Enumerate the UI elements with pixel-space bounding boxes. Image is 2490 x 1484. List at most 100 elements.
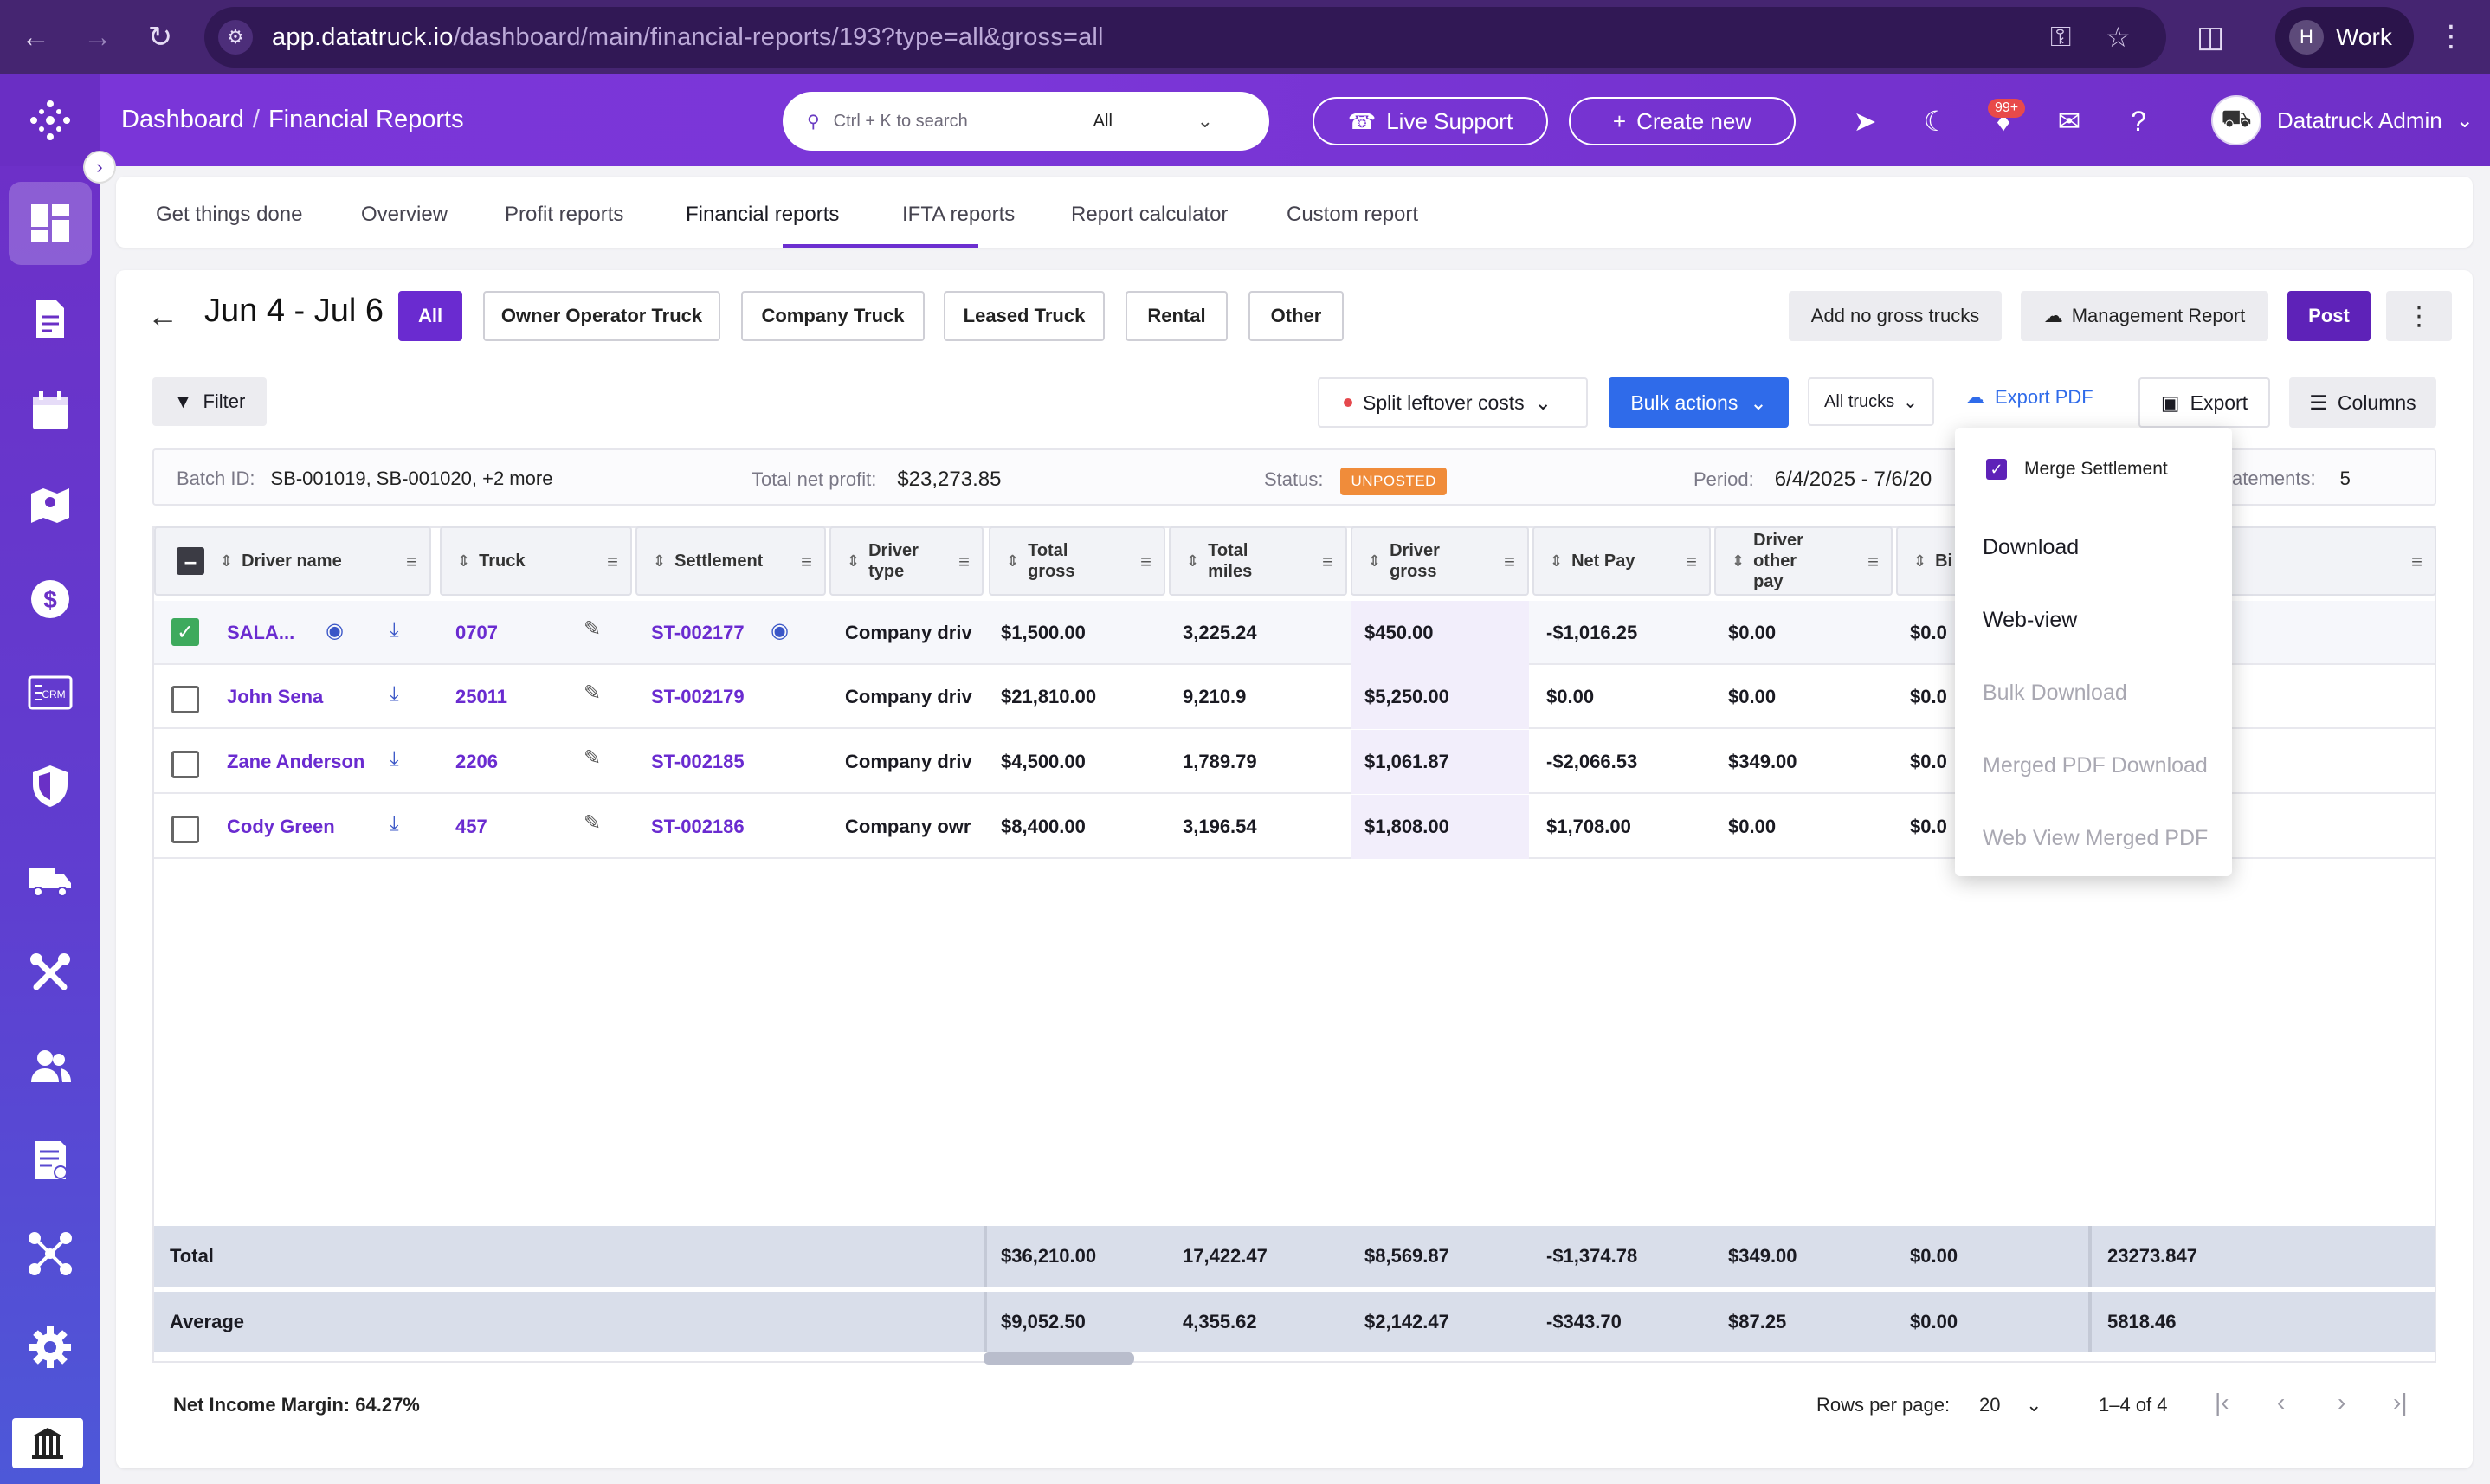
sidebar-item-billing[interactable]: $ (9, 558, 92, 641)
sidebar-item-crm[interactable]: CRM (9, 651, 92, 734)
messages-icon[interactable]: ✉ (2057, 106, 2081, 137)
column-header-total-gross[interactable]: ⇕ Total gross ≡ (989, 526, 1165, 596)
row-checkbox[interactable] (171, 816, 199, 843)
edit-pencil-icon[interactable]: ✎ (584, 617, 602, 641)
sidebar-item-safety[interactable] (9, 745, 92, 828)
table-row[interactable]: John Sena ⤓ 25011 ✎ ST-002179 Company dr… (154, 665, 2435, 729)
sort-icon[interactable]: ⇕ (220, 552, 234, 570)
address-bar[interactable]: ⚙ app.datatruck.io/dashboard/main/financ… (204, 7, 2166, 68)
chevron-down-icon[interactable]: ⌄ (1197, 110, 1214, 132)
last-page-icon[interactable]: ›| (2393, 1389, 2408, 1416)
filter-rental[interactable]: Rental (1126, 291, 1228, 341)
column-filter-icon[interactable]: ≡ (607, 551, 618, 572)
truck-link[interactable]: 0707 (455, 622, 498, 643)
back-arrow-icon[interactable]: ← (147, 298, 178, 333)
tab-ifta-reports[interactable]: IFTA reports (902, 203, 1016, 226)
column-filter-icon[interactable]: ≡ (406, 551, 417, 572)
edit-pencil-icon[interactable]: ✎ (584, 681, 602, 705)
post-button[interactable]: Post (2287, 291, 2371, 341)
export-button[interactable]: ▣ Export (2138, 377, 2270, 428)
driver-name-link[interactable]: Zane Anderson (227, 751, 365, 772)
global-search[interactable]: ⚲ Ctrl + K to search All ⌄ (783, 92, 1269, 151)
column-filter-icon[interactable]: ≡ (1686, 551, 1697, 572)
sort-icon[interactable]: ⇕ (1368, 552, 1382, 570)
sort-icon[interactable]: ⇕ (653, 552, 667, 570)
live-support-button[interactable]: ☎ Live Support (1313, 97, 1548, 145)
column-filter-icon[interactable]: ≡ (1140, 551, 1151, 572)
filter-other[interactable]: Other (1248, 291, 1344, 341)
more-options-icon[interactable]: ⋮ (2386, 291, 2452, 341)
back-icon[interactable]: ← (21, 20, 50, 54)
export-pdf-button[interactable]: ☁ Export PDF (1965, 386, 2093, 409)
sidebar-item-map[interactable] (9, 464, 92, 547)
tab-overview[interactable]: Overview (361, 203, 448, 226)
previous-page-icon[interactable]: ‹ (2277, 1389, 2286, 1416)
sidebar-item-trucks[interactable] (9, 838, 92, 921)
first-page-icon[interactable]: |‹ (2215, 1389, 2229, 1416)
chevron-down-icon[interactable]: ⌄ (2026, 1394, 2042, 1416)
download-icon[interactable]: ⤓ (390, 812, 399, 836)
app-logo[interactable] (0, 74, 100, 166)
column-header-driver-name[interactable]: – ⇕ Driver name ≡ (154, 526, 431, 596)
download-icon[interactable]: ⤓ (390, 682, 399, 706)
driver-name-link[interactable]: Cody Green (227, 816, 335, 837)
truck-link[interactable]: 25011 (455, 686, 507, 707)
filter-owner-operator-truck[interactable]: Owner Operator Truck (483, 291, 720, 341)
site-settings-icon[interactable]: ⚙ (218, 20, 253, 55)
company-logo[interactable] (12, 1418, 83, 1468)
table-row[interactable]: Cody Green ⤓ 457 ✎ ST-002186 Company owr… (154, 795, 2435, 859)
merge-settlement-checkbox[interactable]: ✓ (1986, 459, 2007, 480)
sidebar-item-settings[interactable] (9, 1306, 92, 1389)
column-header-driver-type[interactable]: ⇕ Driver type ≡ (829, 526, 984, 596)
add-no-gross-trucks-button[interactable]: Add no gross trucks (1789, 291, 2002, 341)
sidebar-item-users[interactable] (9, 1025, 92, 1108)
column-header-truck[interactable]: ⇕ Truck ≡ (440, 526, 632, 596)
tab-custom-report[interactable]: Custom report (1287, 203, 1419, 226)
create-new-button[interactable]: + Create new (1569, 97, 1796, 145)
truck-link[interactable]: 457 (455, 816, 487, 837)
driver-name-link[interactable]: John Sena (227, 686, 324, 707)
row-checkbox[interactable] (171, 686, 199, 713)
sort-icon[interactable]: ⇕ (457, 552, 471, 570)
sort-icon[interactable]: ⇕ (1006, 552, 1020, 570)
help-icon[interactable]: ? (2131, 105, 2146, 137)
select-all-checkbox[interactable]: – (177, 547, 204, 575)
sort-icon[interactable]: ⇕ (1186, 552, 1200, 570)
breadcrumb-dashboard[interactable]: Dashboard (121, 106, 244, 133)
sidebar-item-dashboard[interactable] (9, 182, 92, 265)
download-icon[interactable]: ⤓ (390, 747, 399, 771)
browser-profile[interactable]: H Work (2275, 7, 2414, 68)
download-icon[interactable]: ⤓ (390, 618, 399, 642)
sidebar-item-documents[interactable] (9, 277, 92, 360)
sidebar-collapse-button[interactable]: › (83, 151, 116, 184)
password-key-icon[interactable]: ⚿ (2050, 21, 2072, 52)
sort-icon[interactable]: ⇕ (1732, 552, 1745, 570)
tab-profit-reports[interactable]: Profit reports (505, 203, 624, 226)
filter-leased-truck[interactable]: Leased Truck (944, 291, 1105, 341)
all-trucks-select[interactable]: All trucks ⌄ (1808, 377, 1934, 426)
settlement-link[interactable]: ST-002185 (651, 751, 745, 772)
user-menu[interactable]: ⛟ Datatruck Admin ⌄ (2211, 95, 2474, 145)
bulk-actions-button[interactable]: Bulk actions ⌄ (1609, 377, 1789, 428)
search-placeholder[interactable]: Ctrl + K to search (833, 111, 968, 131)
edit-pencil-icon[interactable]: ✎ (584, 746, 602, 770)
filter-button[interactable]: ▼ Filter (152, 377, 267, 426)
column-header-driver-other-pay[interactable]: ⇕ Driver other pay ≡ (1714, 526, 1893, 596)
column-header-net-pay[interactable]: ⇕ Net Pay ≡ (1532, 526, 1711, 596)
column-header-total-miles[interactable]: ⇕ Total miles ≡ (1169, 526, 1347, 596)
tab-report-calculator[interactable]: Report calculator (1071, 203, 1229, 226)
column-header-driver-gross[interactable]: ⇕ Driver gross ≡ (1351, 526, 1529, 596)
extensions-icon[interactable]: ◫ (2196, 21, 2225, 54)
browser-menu-icon[interactable]: ⋮ (2436, 20, 2466, 53)
column-filter-icon[interactable]: ≡ (1504, 551, 1515, 572)
sort-icon[interactable]: ⇕ (1913, 552, 1927, 570)
eye-icon[interactable]: ◉ (326, 619, 344, 642)
settlement-link[interactable]: ST-002179 (651, 686, 745, 707)
sidebar-item-calendar[interactable] (9, 371, 92, 454)
column-header-settlement[interactable]: ⇕ Settlement ≡ (635, 526, 826, 596)
send-icon[interactable]: ➤ (1853, 106, 1877, 137)
row-checkbox[interactable] (171, 751, 199, 778)
rows-per-page-select[interactable]: 20 (1979, 1394, 2001, 1416)
column-filter-icon[interactable]: ≡ (958, 551, 970, 572)
sidebar-item-maintenance[interactable] (9, 932, 92, 1015)
